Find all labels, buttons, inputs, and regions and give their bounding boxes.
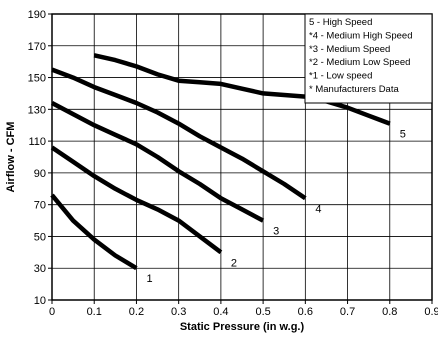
x-tick-label: 0.3 bbox=[171, 306, 186, 318]
curve-label-5: 5 bbox=[400, 129, 406, 141]
x-tick-label: 0.9 bbox=[424, 306, 438, 318]
series-line-1 bbox=[50, 193, 138, 271]
curve-labels: 1 2 3 4 5 bbox=[146, 129, 405, 286]
series-line-2 bbox=[50, 145, 223, 255]
x-tick-label: 0.6 bbox=[298, 306, 313, 318]
legend-entry: * Manufacturers Data bbox=[309, 84, 399, 95]
series-line-3 bbox=[50, 101, 265, 223]
curve-label-3: 3 bbox=[273, 226, 279, 238]
x-tick-label: 0.8 bbox=[382, 306, 397, 318]
x-tick-label: 0.1 bbox=[87, 306, 102, 318]
series-lines bbox=[50, 53, 391, 271]
x-axis-ticks: 0 0.1 0.2 0.3 0.4 0.5 0.6 0.7 0.8 0.9 bbox=[49, 300, 438, 318]
y-tick-label: 90 bbox=[34, 168, 46, 180]
y-tick-label: 30 bbox=[34, 263, 46, 275]
curve-label-1: 1 bbox=[146, 273, 152, 285]
x-axis-title: Static Pressure (in w.g.) bbox=[180, 321, 305, 333]
y-axis-title: Airflow - CFM bbox=[5, 122, 17, 193]
y-tick-label: 70 bbox=[34, 200, 46, 212]
curve-label-4: 4 bbox=[315, 203, 321, 215]
legend-entry: *2 - Medium Low Speed bbox=[309, 57, 410, 68]
y-axis-ticks: 10 30 50 70 90 110 130 150 170 190 bbox=[28, 9, 52, 307]
curve-label-2: 2 bbox=[231, 257, 237, 269]
y-tick-label: 150 bbox=[28, 73, 46, 85]
legend: 5 - High Speed *4 - Medium High Speed *3 -… bbox=[304, 13, 433, 104]
y-tick-label: 170 bbox=[28, 41, 46, 53]
y-tick-label: 50 bbox=[34, 231, 46, 243]
legend-entry: *4 - Medium High Speed bbox=[309, 30, 413, 41]
y-tick-label: 110 bbox=[28, 136, 46, 148]
x-tick-label: 0 bbox=[49, 306, 55, 318]
y-tick-label: 190 bbox=[28, 9, 46, 21]
x-tick-label: 0.5 bbox=[255, 306, 270, 318]
y-tick-label: 10 bbox=[34, 295, 46, 307]
plot-area-frame bbox=[51, 13, 433, 301]
series-line-4 bbox=[51, 67, 307, 201]
legend-entry: *1 - Low speed bbox=[309, 71, 372, 82]
legend-entry: 5 - High Speed bbox=[309, 17, 372, 28]
legend-entry: *3 - Medium Speed bbox=[309, 44, 390, 55]
x-tick-label: 0.4 bbox=[213, 306, 228, 318]
x-tick-label: 0.2 bbox=[129, 306, 144, 318]
legend-box bbox=[304, 13, 433, 104]
x-tick-label: 0.7 bbox=[340, 306, 355, 318]
series-line-5 bbox=[93, 53, 391, 126]
y-tick-label: 130 bbox=[28, 104, 46, 116]
